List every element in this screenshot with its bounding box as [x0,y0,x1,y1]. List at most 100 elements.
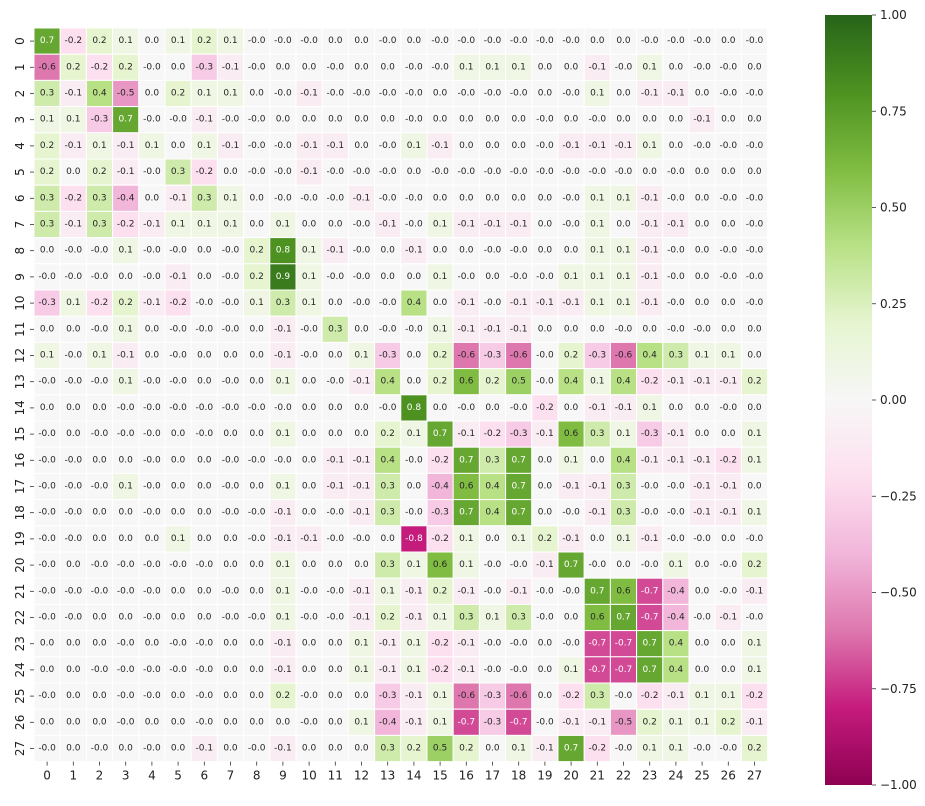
cell-value-17-23: -0.0 [641,482,659,492]
cell-value-22-21: 0.6 [590,613,605,623]
cell-value-1-3: 0.2 [119,62,133,72]
heatmap-cell-8-24 [662,237,690,265]
heatmap-cell-6-26 [714,184,742,212]
heatmap-cell-11-13 [374,315,402,343]
cell-value-6-26: -0.0 [720,193,738,203]
cell-value-8-2: -0.0 [91,246,109,256]
cell-value-14-21: -0.1 [589,403,607,413]
cell-value-2-4: 0.0 [145,89,160,99]
heatmap-cell-17-9 [269,472,297,501]
cell-value-9-24: -0.0 [667,272,685,282]
heatmap-cell-0-22 [609,27,638,55]
cell-value-26-9: 0.0 [276,717,291,727]
cell-value-6-19: 0.0 [538,193,553,203]
cell-value-19-9: -0.1 [274,534,292,544]
cell-value-17-14: 0.0 [407,482,422,492]
cell-value-20-14: 0.1 [407,560,421,570]
heatmap-cell-6-13 [374,184,402,212]
heatmap-cell-7-17 [478,210,507,239]
cell-value-6-25: 0.0 [695,193,710,203]
cell-value-0-13: -0.0 [379,36,397,46]
cell-value-2-15: 0.0 [433,89,448,99]
heatmap-cell-11-27 [740,315,769,343]
cell-value-10-8: 0.1 [250,298,264,308]
heatmap-cell-17-16 [452,472,480,501]
cell-value-24-14: 0.1 [407,665,421,675]
heatmap-cell-27-25 [688,734,716,763]
cell-value-6-10: -0.0 [300,193,318,203]
heatmap-cell-13-3 [112,368,140,396]
cell-value-20-26: -0.0 [720,560,738,570]
cell-value-9-0: -0.0 [38,272,56,282]
cell-value-11-15: 0.1 [433,324,447,334]
heatmap-cell-9-25 [688,263,716,291]
heatmap-cell-26-2 [85,708,114,736]
cell-value-26-26: 0.2 [721,717,735,727]
cell-value-1-18: 0.1 [512,62,526,72]
cell-value-8-6: 0.0 [197,246,212,256]
colorbar-tick-label-6: −0.50 [880,586,917,600]
heatmap-cell-14-0 [33,394,61,422]
y-tick-label-10: 10 [13,295,27,310]
y-tick-label-18: 18 [13,505,27,520]
heatmap-cell-0-15 [426,27,454,55]
cell-value-3-16: 0.0 [459,115,474,125]
heatmap-cell-21-13 [374,577,402,605]
heatmap-cell-12-23 [636,341,664,370]
cell-value-2-5: 0.2 [171,89,185,99]
heatmap-cell-21-1 [59,577,87,605]
heatmap-cell-1-21 [583,53,611,81]
heatmap-cell-19-16 [452,525,480,553]
cell-value-9-4: -0.0 [143,272,161,282]
cell-value-12-16: -0.6 [458,351,476,361]
cell-value-4-23: 0.1 [643,141,657,151]
cell-value-3-3: 0.7 [119,115,133,125]
heatmap-cell-5-9 [269,158,297,186]
heatmap-cell-7-2 [85,210,114,239]
cell-value-19-1: -0.0 [65,534,83,544]
cell-value-19-20: -0.1 [562,534,580,544]
cell-value-27-0: -0.0 [38,744,56,754]
cell-value-1-9: 0.0 [276,62,291,72]
x-tick-label-5: 5 [174,769,182,783]
heatmap-cell-24-5 [164,656,192,684]
cell-value-10-16: -0.1 [458,298,476,308]
cell-value-7-19: 0.0 [538,220,553,230]
cell-value-5-10: -0.1 [300,167,318,177]
cell-value-4-12: 0.0 [354,141,369,151]
cell-value-1-16: 0.1 [459,62,473,72]
cell-value-18-7: -0.0 [222,508,240,518]
cell-value-5-22: -0.0 [615,167,633,177]
cell-value-20-13: 0.3 [381,560,395,570]
cell-value-20-7: 0.0 [223,560,238,570]
cell-value-24-21: -0.7 [589,665,607,675]
cell-value-12-25: 0.1 [695,351,709,361]
cell-value-21-10: -0.0 [300,586,318,596]
cell-value-22-8: -0.0 [248,613,266,623]
cell-value-11-0: 0.0 [40,324,55,334]
heatmap-cell-15-13 [374,420,402,448]
heatmap-cell-4-16 [452,132,480,160]
cell-value-23-5: -0.0 [169,639,187,649]
cell-value-9-10: 0.1 [302,272,316,282]
heatmap-cell-1-22 [609,53,638,81]
heatmap-cell-3-12 [347,106,376,134]
cell-value-13-5: -0.0 [169,377,187,387]
cell-value-13-1: -0.0 [65,377,83,387]
heatmap-cell-15-24 [662,420,690,448]
x-tick-label-8: 8 [253,769,261,783]
heatmap-cell-18-27 [740,499,769,527]
x-tick-label-1: 1 [69,769,77,783]
heatmap-cell-3-13 [374,106,402,134]
heatmap-cell-25-1 [59,682,87,710]
heatmap-cell-23-21 [583,630,611,658]
heatmap-cell-14-14 [400,394,428,422]
cell-value-11-19: 0.0 [538,324,553,334]
cell-value-3-9: 0.0 [276,115,291,125]
cell-value-26-21: -0.1 [589,717,607,727]
cell-value-8-15: 0.0 [433,246,448,256]
cell-value-11-13: -0.0 [379,324,397,334]
cell-value-26-4: 0.0 [145,717,160,727]
heatmap-cell-25-25 [688,682,716,710]
heatmap-cell-23-10 [295,630,323,658]
